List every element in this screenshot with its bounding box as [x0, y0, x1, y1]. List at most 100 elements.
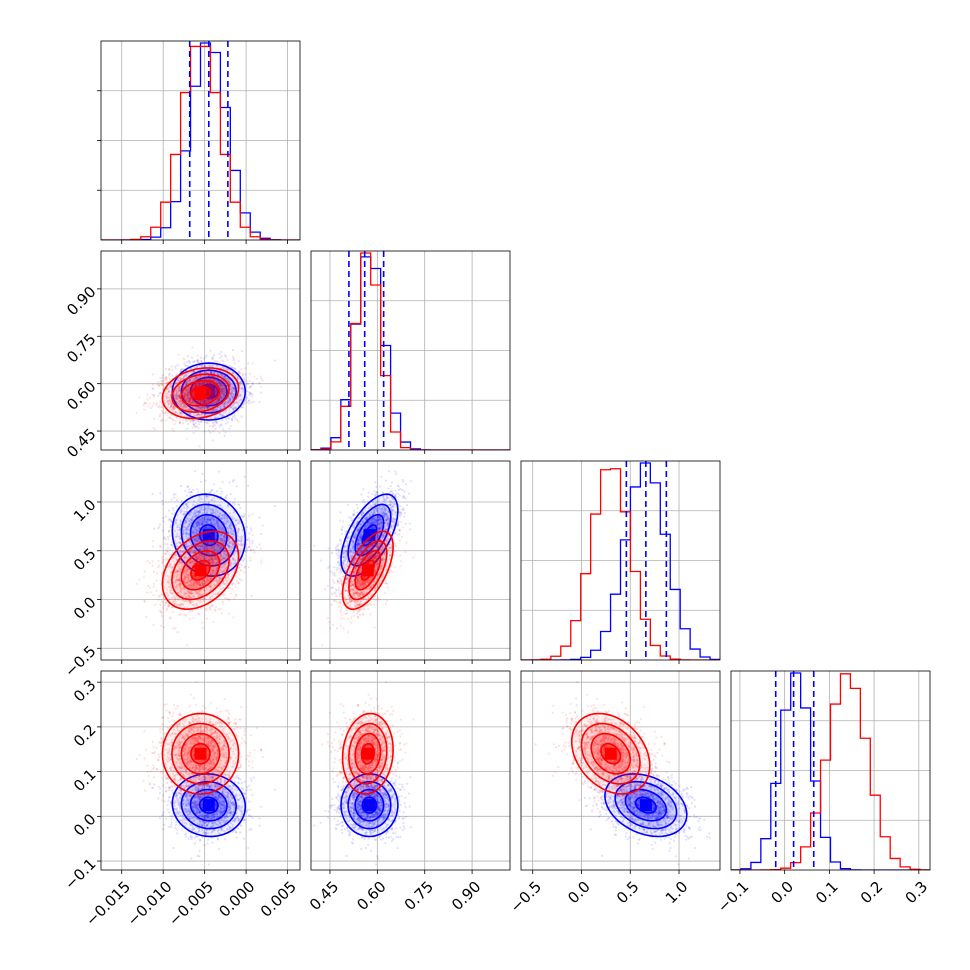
sample-point	[258, 516, 261, 519]
sample-point	[170, 520, 173, 523]
sample-point	[184, 390, 187, 394]
sample-point	[240, 398, 243, 402]
sample-point	[187, 390, 190, 393]
sample-point	[169, 384, 172, 387]
sample-point	[175, 373, 178, 376]
sample-point	[213, 401, 217, 404]
sample-point	[163, 379, 166, 383]
sample-point	[183, 375, 186, 378]
sample-point	[177, 387, 180, 391]
sample-point	[240, 403, 243, 406]
sample-point	[185, 380, 188, 383]
sample-point	[220, 424, 223, 427]
sample-point	[251, 393, 254, 396]
sample-point	[240, 563, 243, 567]
sample-point	[213, 417, 216, 421]
sample-point	[172, 405, 175, 408]
sample-point	[214, 408, 218, 411]
sample-point	[248, 391, 251, 394]
sample-point	[200, 420, 203, 423]
sample-point	[196, 365, 199, 368]
sample-point	[181, 418, 185, 421]
sample-point	[167, 518, 171, 522]
sample-point	[217, 399, 220, 402]
sample-point	[193, 385, 196, 388]
sample-point	[229, 406, 232, 409]
sample-point	[255, 377, 258, 380]
sample-point	[177, 393, 180, 396]
sample-point	[175, 397, 178, 400]
sample-point	[175, 395, 179, 398]
sample-point	[202, 401, 206, 404]
sample-point	[159, 413, 162, 416]
sample-point	[214, 427, 217, 430]
sample-point	[159, 376, 162, 380]
sample-point	[213, 522, 217, 525]
sample-point	[173, 399, 177, 403]
sample-point	[190, 373, 193, 377]
sample-point	[183, 395, 186, 398]
sample-point	[219, 406, 222, 409]
sample-point	[203, 400, 206, 403]
sample-point	[219, 395, 222, 398]
sample-point	[258, 543, 261, 546]
sample-point	[218, 398, 222, 402]
sample-point	[204, 401, 207, 404]
sample-point	[168, 367, 171, 371]
sample-point	[243, 388, 246, 391]
sample-point	[226, 377, 229, 380]
panel-content	[101, 41, 300, 240]
sample-point	[223, 416, 226, 419]
sample-point	[200, 364, 203, 368]
sample-point	[151, 373, 155, 376]
sample-point	[202, 406, 205, 409]
sample-point	[261, 379, 264, 382]
sample-point	[195, 384, 199, 387]
sample-point	[202, 381, 205, 384]
sample-point	[243, 513, 246, 516]
sample-point	[153, 527, 156, 530]
sample-point	[194, 408, 197, 411]
sample-point	[215, 409, 218, 412]
sample-point	[153, 582, 156, 585]
sample-point	[218, 395, 222, 398]
sample-point	[179, 378, 183, 381]
sample-point	[233, 414, 236, 417]
sample-point	[221, 387, 224, 390]
sample-point	[187, 400, 190, 403]
sample-point	[148, 396, 151, 399]
sample-point	[195, 366, 199, 369]
sample-point	[235, 406, 238, 409]
sample-point	[186, 388, 189, 391]
sample-point	[223, 354, 227, 357]
sample-point	[219, 413, 222, 417]
sample-point	[231, 415, 235, 418]
sample-point	[195, 402, 198, 405]
sample-point	[248, 393, 251, 396]
sample-point	[219, 387, 223, 390]
sample-point	[230, 417, 234, 420]
sample-point	[213, 362, 216, 365]
sample-point	[222, 380, 225, 383]
sample-point	[188, 361, 192, 365]
sample-point	[158, 404, 161, 408]
sample-point	[249, 527, 252, 530]
sample-point	[157, 380, 160, 383]
sample-point	[201, 412, 204, 415]
sample-point	[181, 421, 185, 425]
sample-point	[171, 512, 174, 516]
sample-point	[170, 385, 173, 388]
sample-point	[260, 391, 263, 394]
sample-point	[223, 411, 227, 414]
sample-point	[229, 383, 232, 387]
sample-point	[239, 398, 243, 401]
sample-point	[229, 391, 232, 394]
sample-point	[193, 383, 197, 386]
sample-point	[212, 409, 215, 413]
sample-point	[184, 405, 187, 408]
sample-point	[189, 401, 192, 404]
sample-point	[207, 410, 210, 414]
sample-point	[228, 381, 232, 384]
sample-point	[207, 429, 211, 432]
sample-point	[177, 353, 180, 356]
